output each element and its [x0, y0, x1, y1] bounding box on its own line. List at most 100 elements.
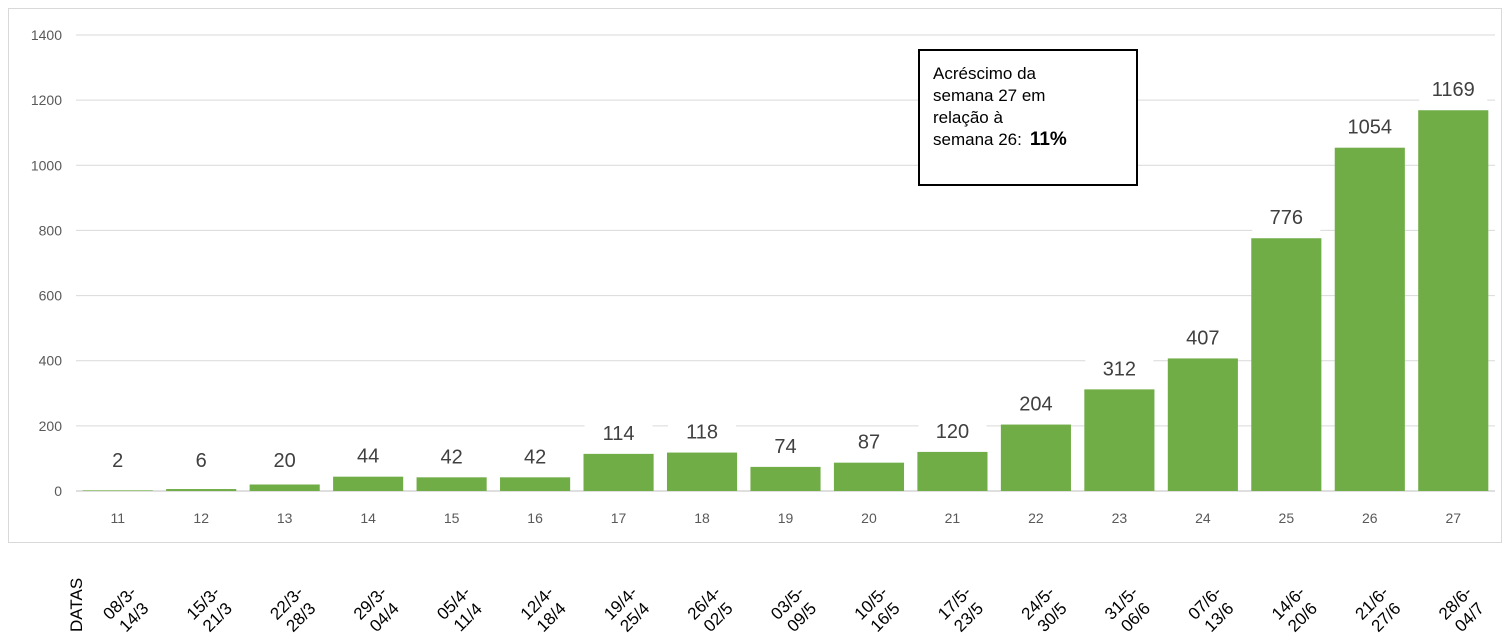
bar [82, 490, 153, 491]
data-label-bg [668, 418, 737, 447]
date-range-label: 17/5-23/5 [934, 583, 987, 634]
data-label-bg [417, 443, 486, 472]
bar [583, 453, 654, 491]
bar [500, 477, 571, 491]
date-range-label: 03/5-09/5 [767, 583, 820, 634]
date-range-label: 14/6-20/6 [1268, 583, 1321, 634]
bar [1418, 110, 1489, 492]
x-tick-label: 13 [277, 510, 293, 526]
x-tick-label: 23 [1112, 510, 1128, 526]
date-range-label: 29/3-04/4 [350, 583, 403, 634]
bar [1251, 238, 1322, 491]
x-tick-label: 12 [193, 510, 209, 526]
data-label-bg [334, 442, 403, 471]
date-range-label: 10/5-16/5 [851, 583, 904, 634]
annotation-line: relação à [933, 108, 1003, 127]
data-label-bg [1419, 76, 1488, 105]
date-range-label: 22/3-28/3 [266, 583, 319, 634]
y-tick-label: 200 [39, 418, 63, 434]
bar [917, 451, 988, 491]
data-label-bg [501, 443, 570, 472]
data-label-bg [584, 419, 653, 448]
bar [1167, 358, 1238, 491]
bar [333, 476, 404, 491]
data-label: 776 [1270, 207, 1303, 229]
annotation-line: Acréscimo da [933, 64, 1036, 83]
data-label: 120 [936, 421, 969, 443]
data-label: 42 [524, 446, 546, 468]
date-range-label: 15/3-21/3 [183, 583, 236, 634]
date-range-label: 12/4-18/4 [517, 583, 570, 634]
annotation-box: Acréscimo da semana 27 em relação à sema… [918, 49, 1138, 186]
data-label: 20 [274, 450, 296, 472]
date-range-label: 19/4-25/4 [600, 583, 653, 634]
date-range-label: 21/6-27/6 [1351, 583, 1404, 634]
y-tick-label: 1400 [31, 27, 62, 43]
data-label: 87 [858, 432, 880, 454]
data-label-bg [83, 447, 152, 475]
data-label: 312 [1103, 358, 1136, 380]
data-label: 407 [1186, 327, 1219, 349]
y-tick-label: 800 [39, 222, 63, 238]
data-label: 118 [686, 422, 718, 444]
x-tick-label: 14 [360, 510, 376, 526]
data-label-bg [751, 432, 820, 461]
date-range-label: 07/6-13/6 [1185, 583, 1238, 634]
x-tick-label: 21 [945, 510, 961, 526]
bar [750, 466, 821, 491]
date-range-label: 08/3-14/3 [99, 583, 152, 634]
data-label-bg [1085, 355, 1154, 384]
y-tick-label: 1000 [31, 157, 62, 173]
x-tick-label: 27 [1445, 510, 1461, 526]
x-tick-label: 18 [694, 510, 710, 526]
x-tick-label: 15 [444, 510, 460, 526]
x-tick-label: 20 [861, 510, 877, 526]
annotation-line: semana 26: [933, 130, 1022, 149]
x-tick-label: 19 [778, 510, 794, 526]
data-label-bg [1252, 204, 1321, 233]
bar [833, 462, 905, 491]
x-tick-label: 24 [1195, 510, 1211, 526]
bar [666, 452, 738, 491]
bar [1334, 147, 1405, 491]
data-label: 44 [357, 446, 379, 468]
data-label: 1054 [1348, 117, 1393, 139]
data-label: 6 [196, 450, 207, 472]
date-range-label: 31/5-06/6 [1101, 583, 1154, 634]
date-range-label: 24/5-30/5 [1018, 583, 1071, 634]
data-label-bg [250, 447, 319, 475]
annotation-highlight: 11% [1029, 129, 1067, 150]
bar [1084, 389, 1155, 491]
data-label: 2 [112, 450, 123, 472]
x-tick-label: 22 [1028, 510, 1044, 526]
x-tick-label: 11 [110, 510, 125, 526]
date-range-label: 28/6-04/7 [1435, 583, 1488, 634]
date-range-label: 05/4-11/4 [433, 583, 486, 634]
bar [249, 484, 320, 491]
x-tick-label: 25 [1279, 510, 1295, 526]
data-label-bg [1168, 324, 1237, 353]
data-label: 1169 [1432, 79, 1475, 101]
chart-frame [8, 8, 1502, 543]
data-label: 42 [440, 446, 462, 468]
date-axis-title: DATAS [67, 578, 86, 632]
data-label-bg [1001, 390, 1070, 419]
bar [416, 477, 487, 491]
x-tick-label: 17 [611, 510, 627, 526]
y-tick-label: 1200 [31, 92, 62, 108]
data-label: 204 [1019, 394, 1052, 416]
bar [166, 489, 237, 491]
annotation-line: semana 27 em [933, 86, 1046, 105]
data-label-bg [918, 417, 987, 446]
data-label-bg [834, 428, 903, 457]
data-label-bg [167, 447, 236, 475]
bar [1000, 424, 1071, 491]
y-tick-label: 600 [39, 288, 63, 304]
date-range-label: 26/4-02/5 [684, 583, 737, 634]
data-label: 74 [774, 436, 796, 458]
x-tick-label: 16 [527, 510, 543, 526]
y-tick-label: 400 [39, 353, 63, 369]
data-label-bg [1335, 113, 1404, 142]
y-tick-label: 0 [54, 483, 62, 499]
